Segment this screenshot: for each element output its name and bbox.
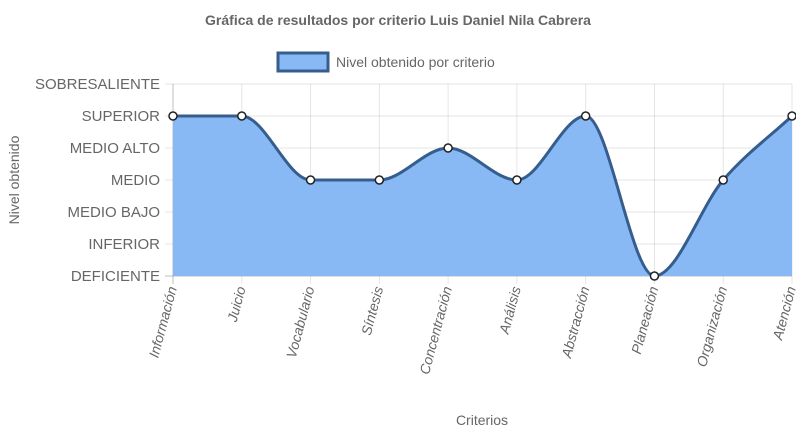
- data-point[interactable]: [787, 111, 796, 121]
- y-tick-label: MEDIO ALTO: [70, 140, 160, 157]
- y-axis-ticks: DEFICIENTE INFERIOR MEDIO BAJO MEDIO MEDIO A…: [35, 76, 160, 285]
- y-tick-label: DEFICIENTE: [71, 268, 160, 285]
- y-tick-label: MEDIO: [111, 172, 160, 189]
- data-point[interactable]: [649, 271, 660, 281]
- y-tick-label: SUPERIOR: [82, 108, 161, 125]
- y-tick-label: MEDIO BAJO: [67, 204, 160, 221]
- y-tick-label: INFERIOR: [88, 236, 160, 253]
- x-axis-ticks: Información Juicio Vocabulario Síntesis Conc…: [146, 284, 796, 376]
- data-point[interactable]: [718, 175, 728, 185]
- legend-swatch[interactable]: [276, 51, 330, 73]
- y-tick-label: SOBRESALIENTE: [35, 76, 160, 93]
- data-points: [168, 111, 796, 281]
- plot-area: [172, 114, 794, 278]
- chart-title: Gráfica de resultados por criterio Luis …: [205, 12, 591, 28]
- x-tick-label: Concentración: [416, 284, 455, 376]
- y-axis-title: Nivel obtenido: [6, 135, 22, 224]
- data-point[interactable]: [237, 111, 247, 121]
- x-tick-label: Síntesis: [358, 285, 386, 337]
- x-tick-label: Análisis: [496, 285, 524, 337]
- data-point[interactable]: [374, 175, 385, 185]
- x-tick-label: Organización: [693, 284, 730, 368]
- data-point[interactable]: [443, 143, 453, 153]
- x-tick-label: Planeación: [628, 284, 661, 355]
- legend-label: Nivel obtenido por criterio: [336, 54, 495, 70]
- legend[interactable]: Nivel obtenido por criterio: [276, 51, 495, 73]
- x-tick-label: Vocabulario: [283, 284, 318, 359]
- data-point[interactable]: [580, 111, 591, 121]
- series-area: [173, 116, 792, 276]
- x-tick-label: Atención: [769, 284, 796, 342]
- x-axis-title: Criterios: [456, 412, 508, 428]
- data-point[interactable]: [512, 175, 522, 185]
- x-tick-label: Información: [146, 284, 180, 359]
- data-point[interactable]: [305, 175, 316, 185]
- data-point[interactable]: [168, 111, 178, 121]
- x-tick-label: Abstracción: [558, 284, 593, 360]
- x-tick-label: Juicio: [224, 284, 249, 324]
